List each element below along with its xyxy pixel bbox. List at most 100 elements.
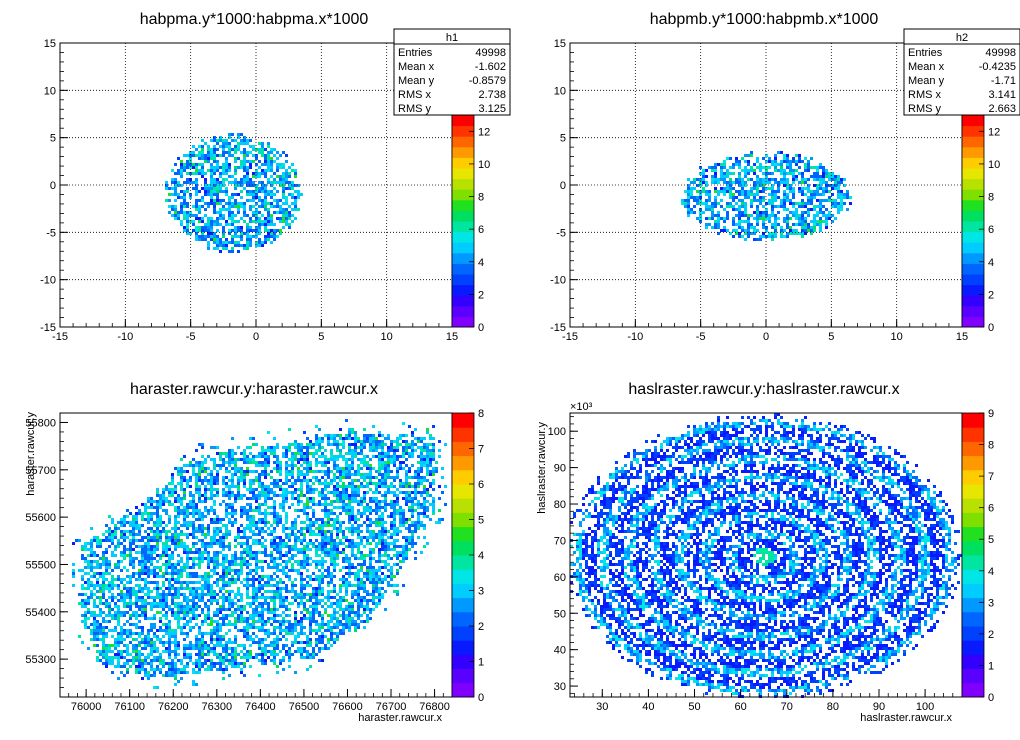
heatmap-cell — [177, 467, 180, 470]
heatmap-cell — [423, 461, 426, 464]
heatmap-cell — [711, 208, 714, 211]
heatmap-cell — [201, 163, 204, 166]
heatmap-cell — [183, 548, 186, 551]
heatmap-cell — [243, 169, 246, 172]
heatmap-cell — [261, 569, 264, 572]
heatmap-cell — [132, 518, 135, 521]
heatmap-cell — [231, 524, 234, 527]
heatmap-cell — [789, 226, 792, 229]
heatmap-cell — [834, 187, 837, 190]
heatmap-cell — [129, 539, 132, 542]
heatmap-cell — [222, 154, 225, 157]
heatmap-cell — [171, 494, 174, 497]
heatmap-cell — [378, 542, 381, 545]
heatmap-cell — [765, 166, 768, 169]
heatmap-cell — [213, 488, 216, 491]
heatmap-cell — [327, 521, 330, 524]
heatmap-cell — [222, 166, 225, 169]
heatmap-cell — [210, 497, 213, 500]
heatmap-cell — [216, 533, 219, 536]
heatmap-cell — [264, 545, 267, 548]
heatmap-cell — [192, 503, 195, 506]
heatmap-cell — [351, 497, 354, 500]
heatmap-cell — [276, 205, 279, 208]
heatmap-cell — [186, 154, 189, 157]
heatmap-cell — [96, 536, 99, 539]
heatmap-cell — [369, 551, 372, 554]
heatmap-cell — [192, 500, 195, 503]
heatmap-cell — [183, 563, 186, 566]
heatmap-cell — [375, 533, 378, 536]
heatmap-cell — [204, 181, 207, 184]
heatmap-cell — [282, 527, 285, 530]
heatmap-cell — [423, 512, 426, 515]
heatmap-cell — [693, 178, 696, 181]
heatmap-cell — [183, 491, 186, 494]
heatmap-cell — [390, 491, 393, 494]
heatmap-cell — [279, 488, 282, 491]
heatmap-cell — [813, 220, 816, 223]
heatmap-cell — [750, 178, 753, 181]
heatmap-cell — [384, 476, 387, 479]
heatmap-cell — [108, 560, 111, 563]
heatmap-cell — [120, 542, 123, 545]
heatmap-cell — [255, 190, 258, 193]
heatmap-cell — [228, 566, 231, 569]
heatmap-cell — [375, 482, 378, 485]
heatmap-cell — [186, 572, 189, 575]
heatmap-cell — [330, 479, 333, 482]
heatmap-cell — [159, 539, 162, 542]
heatmap-cell — [204, 208, 207, 211]
heatmap-cell — [333, 524, 336, 527]
heatmap-cell — [438, 449, 441, 452]
heatmap-cell — [318, 461, 321, 464]
heatmap-cell — [303, 473, 306, 476]
heatmap-cell — [378, 578, 381, 581]
heatmap-cell — [261, 455, 264, 458]
heatmap-cell — [336, 515, 339, 518]
heatmap-cell — [237, 485, 240, 488]
heatmap-cell — [432, 488, 435, 491]
heatmap-cell — [771, 187, 774, 190]
heatmap-cell — [297, 494, 300, 497]
heatmap-cell — [207, 581, 210, 584]
heatmap-cell — [282, 545, 285, 548]
heatmap-cell — [384, 497, 387, 500]
heatmap-cell — [831, 202, 834, 205]
heatmap-cell — [285, 178, 288, 181]
heatmap-cell — [177, 563, 180, 566]
heatmap-cell — [201, 524, 204, 527]
heatmap-cell — [243, 160, 246, 163]
heatmap-cell — [363, 581, 366, 584]
heatmap-cell — [399, 467, 402, 470]
heatmap-cell — [264, 220, 267, 223]
heatmap-cell — [273, 232, 276, 235]
heatmap-cell — [243, 154, 246, 157]
heatmap-cell — [237, 229, 240, 232]
heatmap-cell — [141, 551, 144, 554]
heatmap-cell — [204, 533, 207, 536]
heatmap-cell — [189, 196, 192, 199]
heatmap-cell — [774, 232, 777, 235]
heatmap-cell — [225, 163, 228, 166]
heatmap-cell — [222, 533, 225, 536]
heatmap-cell — [264, 521, 267, 524]
heatmap-cell — [420, 479, 423, 482]
heatmap-cell — [309, 497, 312, 500]
heatmap-cell — [744, 211, 747, 214]
heatmap-cell — [405, 443, 408, 446]
heatmap-cell — [129, 524, 132, 527]
heatmap-cell — [177, 533, 180, 536]
heatmap-cell — [243, 136, 246, 139]
heatmap-cell — [285, 199, 288, 202]
heatmap-cell — [405, 539, 408, 542]
heatmap-cell — [798, 172, 801, 175]
heatmap-cell — [240, 205, 243, 208]
heatmap-cell — [768, 166, 771, 169]
heatmap-cell — [267, 178, 270, 181]
heatmap-cell — [411, 530, 414, 533]
heatmap-cell — [150, 536, 153, 539]
heatmap-cell — [201, 479, 204, 482]
heatmap-cell — [267, 202, 270, 205]
